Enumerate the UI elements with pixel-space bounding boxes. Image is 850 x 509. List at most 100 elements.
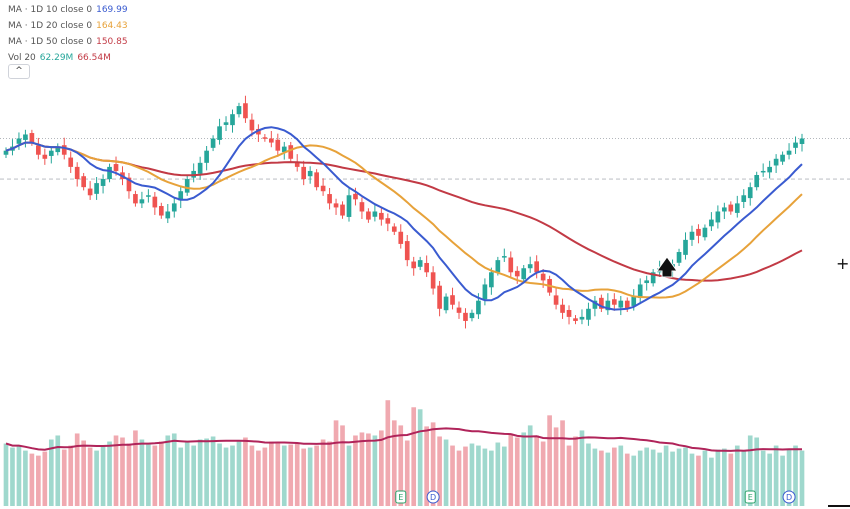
volume-bar bbox=[560, 420, 565, 506]
volume-bar bbox=[586, 443, 591, 506]
earnings-marker-icon bbox=[395, 490, 407, 504]
candle-body bbox=[650, 272, 656, 284]
volume-bar bbox=[592, 448, 598, 506]
volume-bar bbox=[3, 443, 9, 506]
volume-bar bbox=[663, 445, 669, 506]
volume-bar bbox=[307, 447, 313, 506]
volume-bar bbox=[230, 445, 235, 506]
candle-body bbox=[767, 166, 772, 173]
candle-body bbox=[514, 270, 520, 277]
volume-bar bbox=[61, 449, 67, 506]
candle-body bbox=[113, 164, 119, 171]
volume-bar bbox=[501, 446, 507, 506]
candle-body bbox=[476, 300, 481, 315]
volume-bar bbox=[404, 440, 410, 506]
candle-body bbox=[709, 219, 714, 227]
legend-ma50[interactable]: MA · 1D 50 close 0 150.85 bbox=[8, 34, 128, 50]
candle-body bbox=[702, 227, 708, 238]
volume-bar bbox=[489, 450, 494, 506]
candle-body bbox=[599, 297, 604, 309]
volume-bar bbox=[178, 447, 184, 506]
legend-vol[interactable]: Vol 20 62.29M 66.54M bbox=[8, 50, 128, 66]
candle-body bbox=[197, 162, 203, 174]
candle-body bbox=[48, 150, 54, 156]
volume-bar bbox=[301, 448, 307, 506]
ma20-line bbox=[5, 141, 803, 299]
volume-bar bbox=[288, 444, 294, 506]
candle-body bbox=[676, 252, 682, 263]
volume-bar bbox=[191, 445, 197, 506]
candle-body bbox=[42, 154, 48, 159]
volume-bar bbox=[767, 453, 772, 506]
candle-body bbox=[560, 304, 565, 313]
candle-body bbox=[430, 272, 436, 289]
candle-body bbox=[314, 172, 319, 188]
legend-ma10[interactable]: MA · 1D 10 close 0 169.99 bbox=[8, 2, 128, 18]
volume-bar bbox=[605, 452, 611, 506]
volume-bar bbox=[152, 445, 158, 506]
volume-bar bbox=[223, 447, 229, 506]
candle-body bbox=[586, 308, 591, 320]
volume-bar bbox=[786, 448, 792, 506]
volume-bar bbox=[256, 450, 261, 506]
candle-body bbox=[223, 122, 229, 125]
volume-bar bbox=[547, 415, 552, 506]
candle-body bbox=[171, 203, 177, 212]
volume-bar bbox=[650, 449, 656, 506]
candle-body bbox=[553, 295, 559, 305]
volume-bar bbox=[773, 445, 779, 506]
volume-bar bbox=[29, 453, 35, 506]
volume-bar bbox=[624, 453, 630, 506]
candle-body bbox=[61, 145, 67, 155]
candle-body bbox=[359, 202, 365, 212]
candle-body bbox=[87, 188, 93, 196]
volume-bar bbox=[100, 445, 106, 506]
event-marker-label: D bbox=[430, 493, 436, 502]
volume-bar bbox=[42, 451, 48, 506]
candle-body bbox=[734, 203, 740, 213]
candle-body bbox=[747, 187, 753, 199]
candle-body bbox=[184, 179, 190, 193]
volume-bar bbox=[476, 445, 481, 506]
candle-body bbox=[722, 207, 727, 212]
volume-bar bbox=[327, 441, 332, 506]
volume-bar bbox=[146, 444, 151, 506]
volume-bar bbox=[540, 441, 546, 506]
candle-body bbox=[780, 154, 785, 162]
volume-bar bbox=[314, 445, 319, 506]
candle-body bbox=[696, 228, 701, 236]
volume-bar bbox=[780, 455, 785, 506]
volume-bar bbox=[754, 437, 760, 506]
candle-body bbox=[605, 300, 611, 311]
volume-bar bbox=[107, 441, 112, 506]
candle-body bbox=[94, 183, 99, 194]
candle-body bbox=[793, 142, 798, 148]
volume-bar bbox=[443, 439, 449, 506]
candle-body bbox=[178, 191, 184, 201]
candle-body bbox=[68, 157, 74, 167]
volume-bar bbox=[463, 446, 468, 506]
volume-bar bbox=[728, 453, 734, 506]
collapse-legend-button[interactable]: ^ bbox=[8, 64, 30, 79]
candle-body bbox=[527, 264, 533, 269]
earnings-marker-icon bbox=[744, 490, 756, 504]
volume-bar bbox=[534, 435, 539, 506]
candle-body bbox=[55, 146, 61, 153]
volume-bar bbox=[171, 433, 177, 506]
volume-bar bbox=[553, 427, 559, 506]
scrollbar-handle[interactable] bbox=[828, 505, 850, 507]
candle-body bbox=[230, 114, 235, 126]
candle-body bbox=[307, 170, 313, 177]
volume-bar bbox=[611, 447, 617, 506]
legend-ma20[interactable]: MA · 1D 20 close 0 164.43 bbox=[8, 18, 128, 34]
volume-bar bbox=[94, 450, 99, 506]
volume-bar bbox=[281, 445, 287, 506]
volume-bar bbox=[385, 400, 391, 506]
volume-bar bbox=[469, 443, 475, 506]
candle-body bbox=[631, 296, 637, 306]
volume-bar bbox=[437, 436, 442, 506]
volume-bar bbox=[379, 430, 384, 506]
candle-body bbox=[204, 150, 209, 163]
volume-bar bbox=[495, 442, 501, 506]
